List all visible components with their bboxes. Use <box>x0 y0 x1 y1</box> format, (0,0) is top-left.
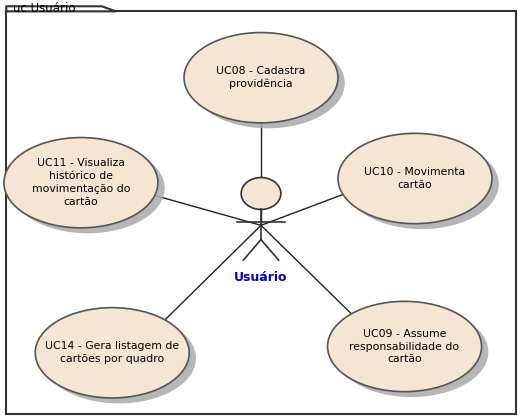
Ellipse shape <box>35 307 189 398</box>
Text: UC10 - Movimenta
cartão: UC10 - Movimenta cartão <box>364 167 466 190</box>
Text: UC11 - Visualiza
histórico de
movimentação do
cartão: UC11 - Visualiza histórico de movimentaç… <box>32 158 130 207</box>
Ellipse shape <box>334 307 489 397</box>
Text: UC08 - Cadastra
providência: UC08 - Cadastra providência <box>217 66 305 89</box>
Circle shape <box>241 178 281 210</box>
Ellipse shape <box>184 33 338 123</box>
Ellipse shape <box>328 302 481 391</box>
Ellipse shape <box>345 139 499 229</box>
Text: UC14 - Gera listagem de
cartões por quadro: UC14 - Gera listagem de cartões por quad… <box>45 341 179 364</box>
Polygon shape <box>6 6 116 11</box>
Text: uc Usuário: uc Usuário <box>13 3 76 15</box>
FancyBboxPatch shape <box>6 11 516 414</box>
Ellipse shape <box>11 143 165 234</box>
Text: Usuário: Usuário <box>234 270 288 284</box>
Ellipse shape <box>4 138 158 228</box>
Ellipse shape <box>42 313 196 403</box>
Ellipse shape <box>191 38 345 129</box>
Ellipse shape <box>338 134 492 223</box>
Text: UC09 - Assume
responsabilidade do
cartão: UC09 - Assume responsabilidade do cartão <box>350 329 459 364</box>
